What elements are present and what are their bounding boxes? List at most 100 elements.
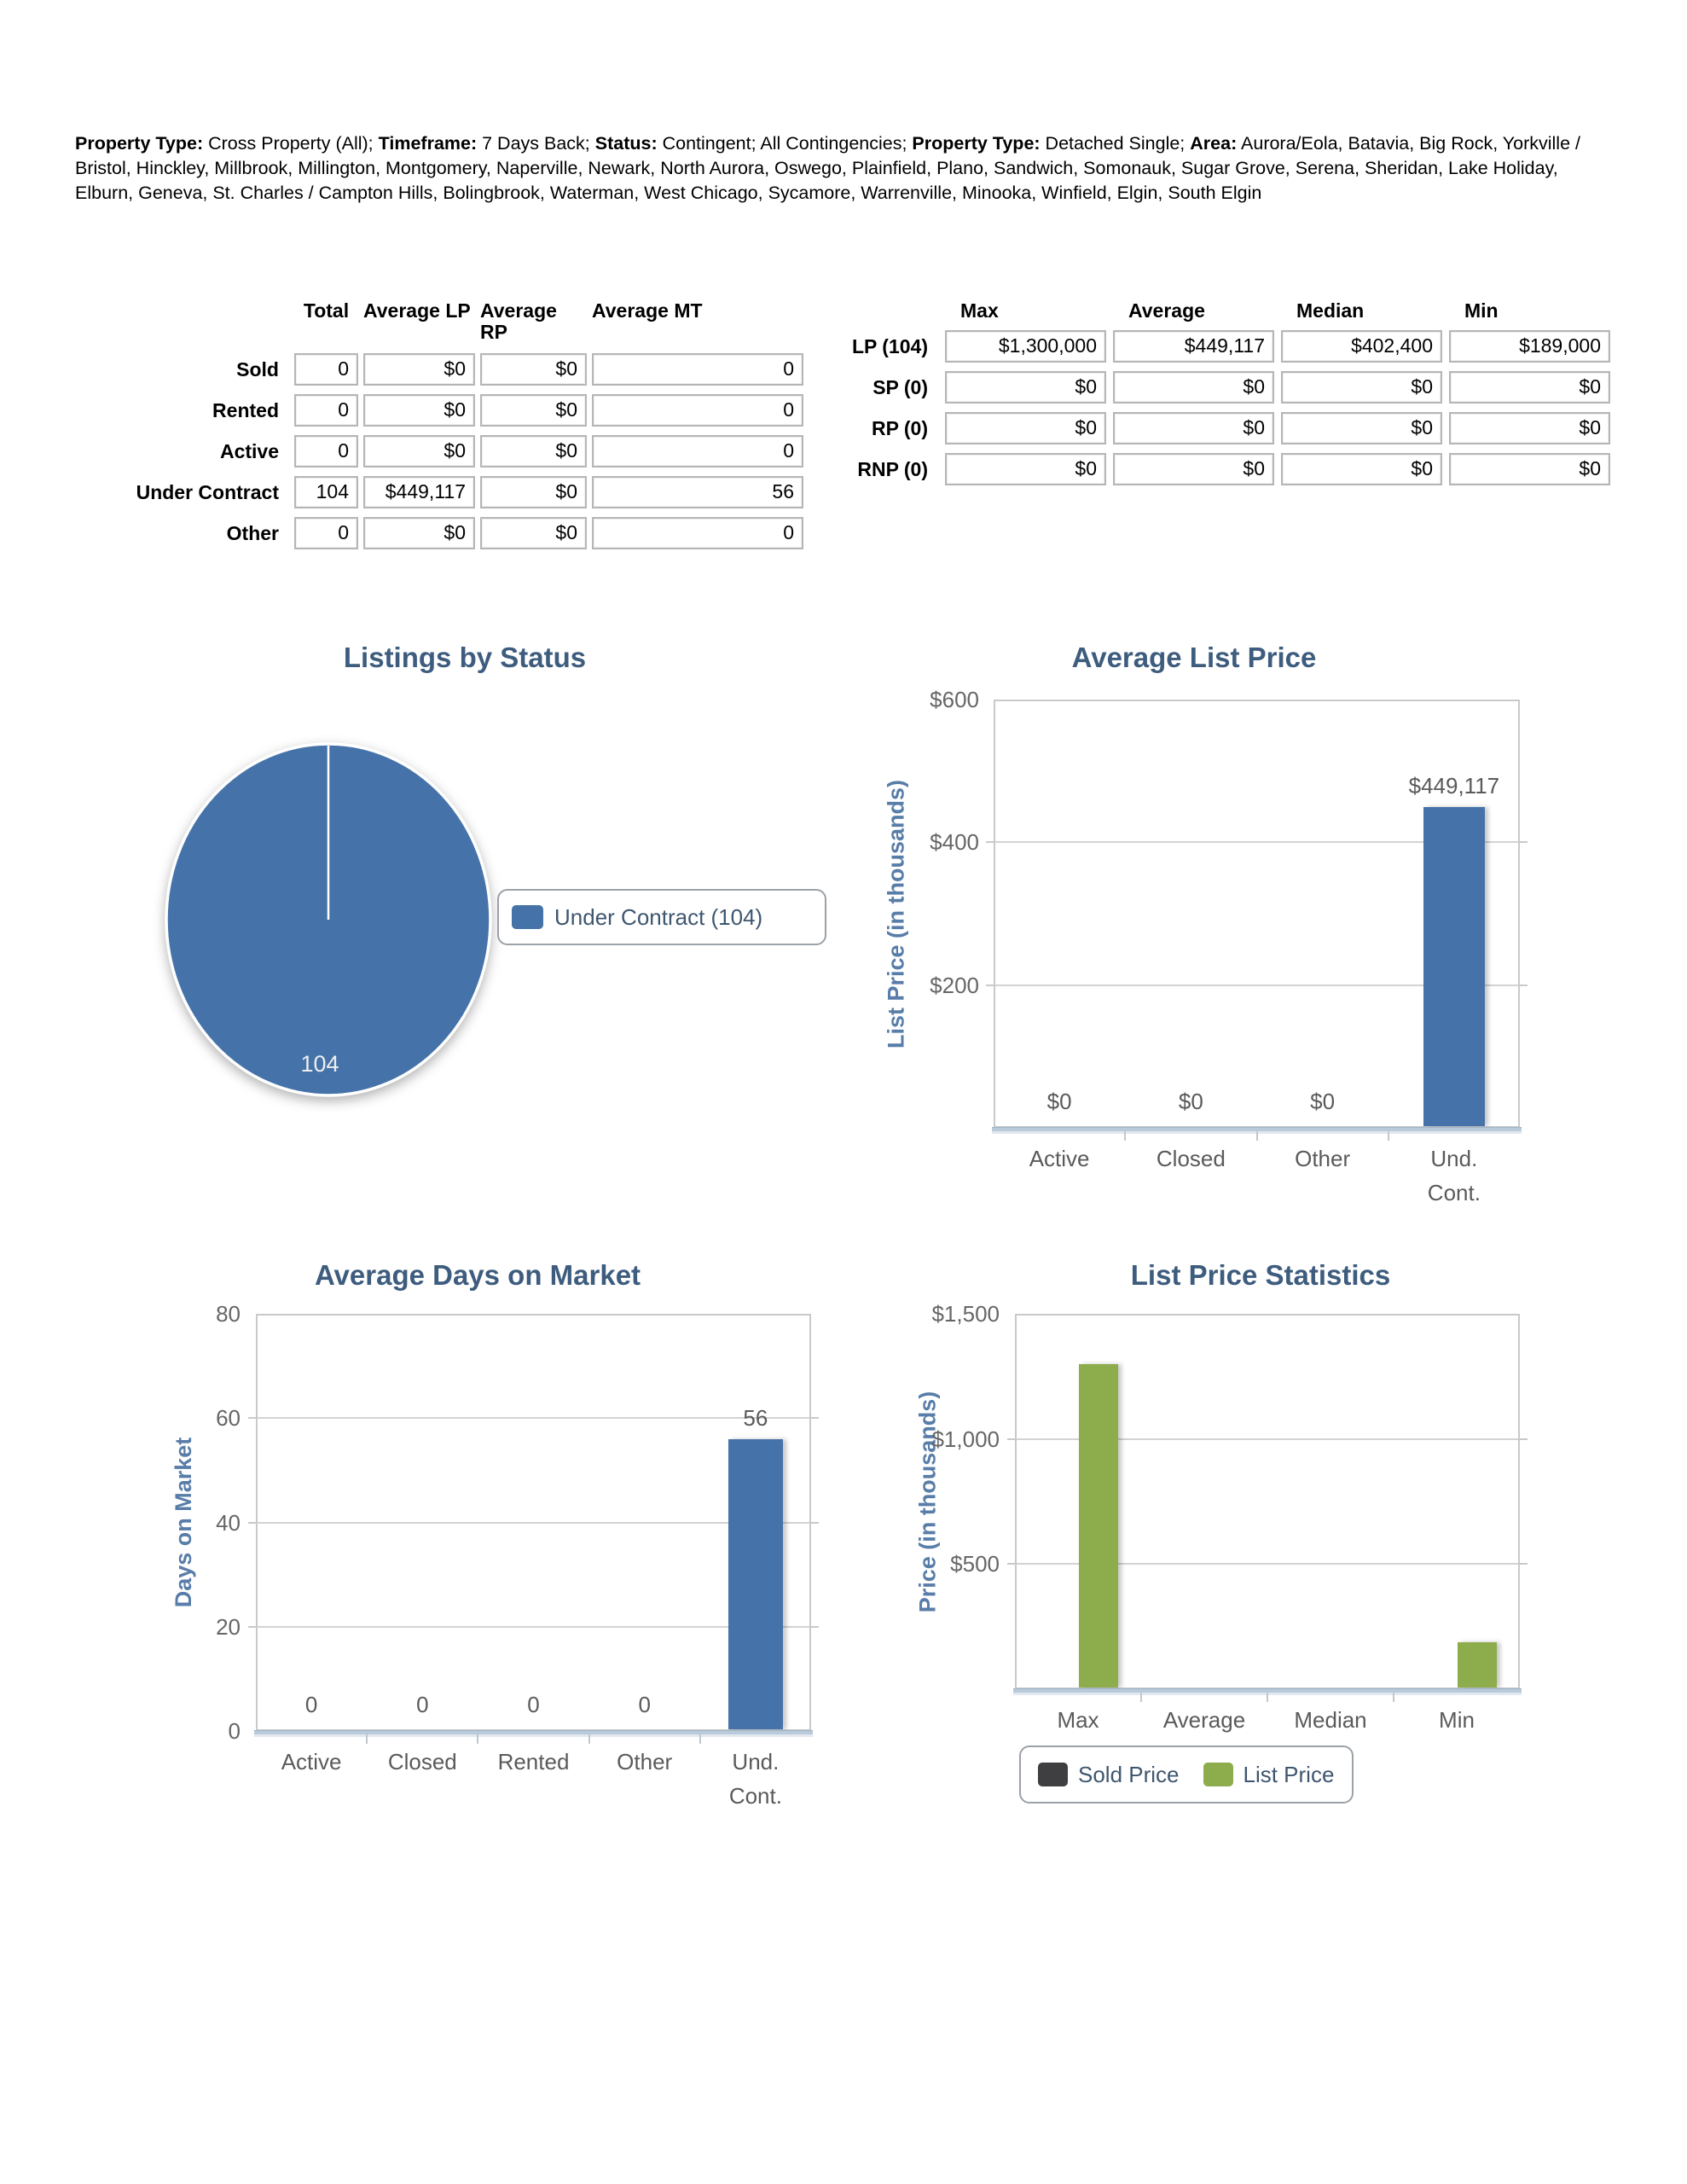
criteria-field-value: Contingent; All Contingencies; bbox=[657, 132, 913, 154]
criteria-field-label: Status: bbox=[594, 132, 658, 154]
y-tick-mark bbox=[986, 984, 994, 986]
chart-title: List Price Statistics bbox=[1130, 1259, 1391, 1291]
value-cell: $0 bbox=[363, 394, 475, 427]
x-tick-mark bbox=[1267, 1691, 1268, 1702]
value-cell: $0 bbox=[480, 435, 587, 468]
column-header: Max bbox=[960, 299, 999, 322]
column-header: Min bbox=[1464, 299, 1499, 322]
criteria-field-label: Property Type: bbox=[75, 132, 204, 154]
value-cell: $0 bbox=[1449, 371, 1610, 404]
value-cell: $0 bbox=[480, 353, 587, 386]
row-label: Active bbox=[219, 440, 279, 462]
price-statistics-legend: Sold Price List Price bbox=[1019, 1745, 1354, 1804]
value-cell: 0 bbox=[294, 517, 358, 549]
value-cell: $1,300,000 bbox=[945, 330, 1106, 363]
table-corner bbox=[812, 300, 938, 322]
y-tick-mark bbox=[248, 1625, 256, 1628]
y-tick-mark bbox=[1520, 1438, 1528, 1440]
value-cell: $0 bbox=[363, 353, 475, 386]
value-cell: $189,000 bbox=[1449, 330, 1610, 363]
gridline bbox=[995, 984, 1518, 986]
row-label: SP (0) bbox=[872, 376, 928, 398]
x-category-label: Median bbox=[1294, 1707, 1367, 1733]
x-tick-mark bbox=[1393, 1691, 1394, 1702]
y-tick-label: $600 bbox=[930, 687, 979, 712]
value-cell: 0 bbox=[294, 353, 358, 386]
value-cell: 0 bbox=[294, 435, 358, 468]
column-header: Median bbox=[1296, 299, 1365, 322]
x-tick-mark bbox=[1387, 1130, 1389, 1141]
y-axis-title: Price (in thousands) bbox=[914, 1391, 941, 1613]
gridline bbox=[258, 1625, 809, 1628]
value-cell: $0 bbox=[363, 435, 475, 468]
sold-price-swatch bbox=[1038, 1763, 1068, 1786]
y-tick-mark bbox=[1007, 1563, 1015, 1565]
pie-legend: Under Contract (104) bbox=[497, 889, 826, 945]
gridline bbox=[995, 841, 1518, 844]
bar-value-label: $0 bbox=[1310, 1089, 1336, 1114]
x-axis-line bbox=[992, 1127, 1522, 1131]
value-cell: $402,400 bbox=[1281, 330, 1442, 363]
value-cell: $449,117 bbox=[363, 476, 475, 508]
y-tick-mark bbox=[986, 841, 994, 844]
pie-chart bbox=[141, 725, 516, 1139]
criteria-field-label: Area: bbox=[1190, 132, 1238, 154]
x-category-label: Closed bbox=[1156, 1146, 1226, 1171]
x-category-label: Average bbox=[1162, 1707, 1246, 1733]
y-tick-label: 20 bbox=[216, 1613, 241, 1640]
y-tick-label: 0 bbox=[228, 1718, 241, 1744]
row-label: Other bbox=[226, 522, 279, 544]
value-cell: 0 bbox=[592, 353, 803, 386]
column-header: Average bbox=[1128, 299, 1205, 322]
x-axis-line bbox=[1013, 1688, 1522, 1693]
y-tick-label: $400 bbox=[930, 829, 979, 856]
x-tick-mark bbox=[1124, 1130, 1127, 1141]
column-header: Total bbox=[303, 299, 350, 322]
value-cell: $0 bbox=[1449, 453, 1610, 485]
x-tick-mark bbox=[588, 1733, 590, 1744]
bar-value-label: 56 bbox=[743, 1404, 768, 1431]
value-cell: $0 bbox=[1449, 412, 1610, 444]
row-label: LP (104) bbox=[851, 335, 928, 357]
x-tick-mark bbox=[1140, 1691, 1142, 1702]
list-price-swatch bbox=[1203, 1763, 1233, 1786]
x-tick-mark bbox=[1255, 1130, 1258, 1141]
x-category-label: Max bbox=[1057, 1707, 1099, 1733]
price-statistics-table: Max Average Median Min LP (104) $1,300,000 $44… bbox=[812, 300, 1610, 485]
value-cell: $0 bbox=[945, 412, 1106, 444]
bar-min bbox=[1458, 1641, 1497, 1687]
bar-value-label: $0 bbox=[1178, 1089, 1203, 1114]
criteria-field-value: 7 Days Back; bbox=[477, 132, 595, 154]
gridline bbox=[1017, 1563, 1518, 1565]
column-header: Average RP bbox=[480, 299, 557, 343]
y-tick-mark bbox=[811, 1417, 819, 1420]
value-cell: 0 bbox=[294, 394, 358, 427]
bar-value-label: 0 bbox=[638, 1692, 651, 1717]
x-category-label: Rented bbox=[497, 1749, 570, 1774]
x-category-label: Active bbox=[1029, 1146, 1090, 1171]
column-header: Average MT bbox=[592, 299, 703, 322]
bar-value-label: 0 bbox=[304, 1692, 318, 1717]
y-tick-label: 60 bbox=[216, 1405, 241, 1432]
value-cell: 56 bbox=[592, 476, 803, 508]
value-cell: 104 bbox=[294, 476, 358, 508]
sold-price-legend-label: Sold Price bbox=[1078, 1761, 1180, 1787]
x-category-label: Active bbox=[281, 1749, 342, 1774]
x-category-label: Und. Cont. bbox=[728, 1749, 782, 1809]
x-category-label: Closed bbox=[387, 1749, 457, 1774]
bar-value-label: 0 bbox=[527, 1692, 540, 1717]
y-axis-title: List Price (in thousands) bbox=[883, 779, 909, 1049]
chart-title: Average List Price bbox=[1071, 642, 1317, 673]
value-cell: 0 bbox=[592, 517, 803, 549]
value-cell: $0 bbox=[1281, 412, 1442, 444]
row-label: Under Contract bbox=[136, 481, 279, 503]
x-tick-mark bbox=[477, 1733, 479, 1744]
y-tick-label: $1,500 bbox=[931, 1301, 1000, 1327]
status-summary-table: Total Average LP Average RP Average MT Sold 0… bbox=[75, 300, 803, 549]
bar-value-label: $0 bbox=[1046, 1089, 1072, 1114]
row-label: Sold bbox=[236, 358, 279, 380]
x-category-label: Other bbox=[617, 1749, 673, 1774]
criteria-field-value: Cross Property (All); bbox=[203, 132, 379, 154]
value-cell: $0 bbox=[480, 394, 587, 427]
